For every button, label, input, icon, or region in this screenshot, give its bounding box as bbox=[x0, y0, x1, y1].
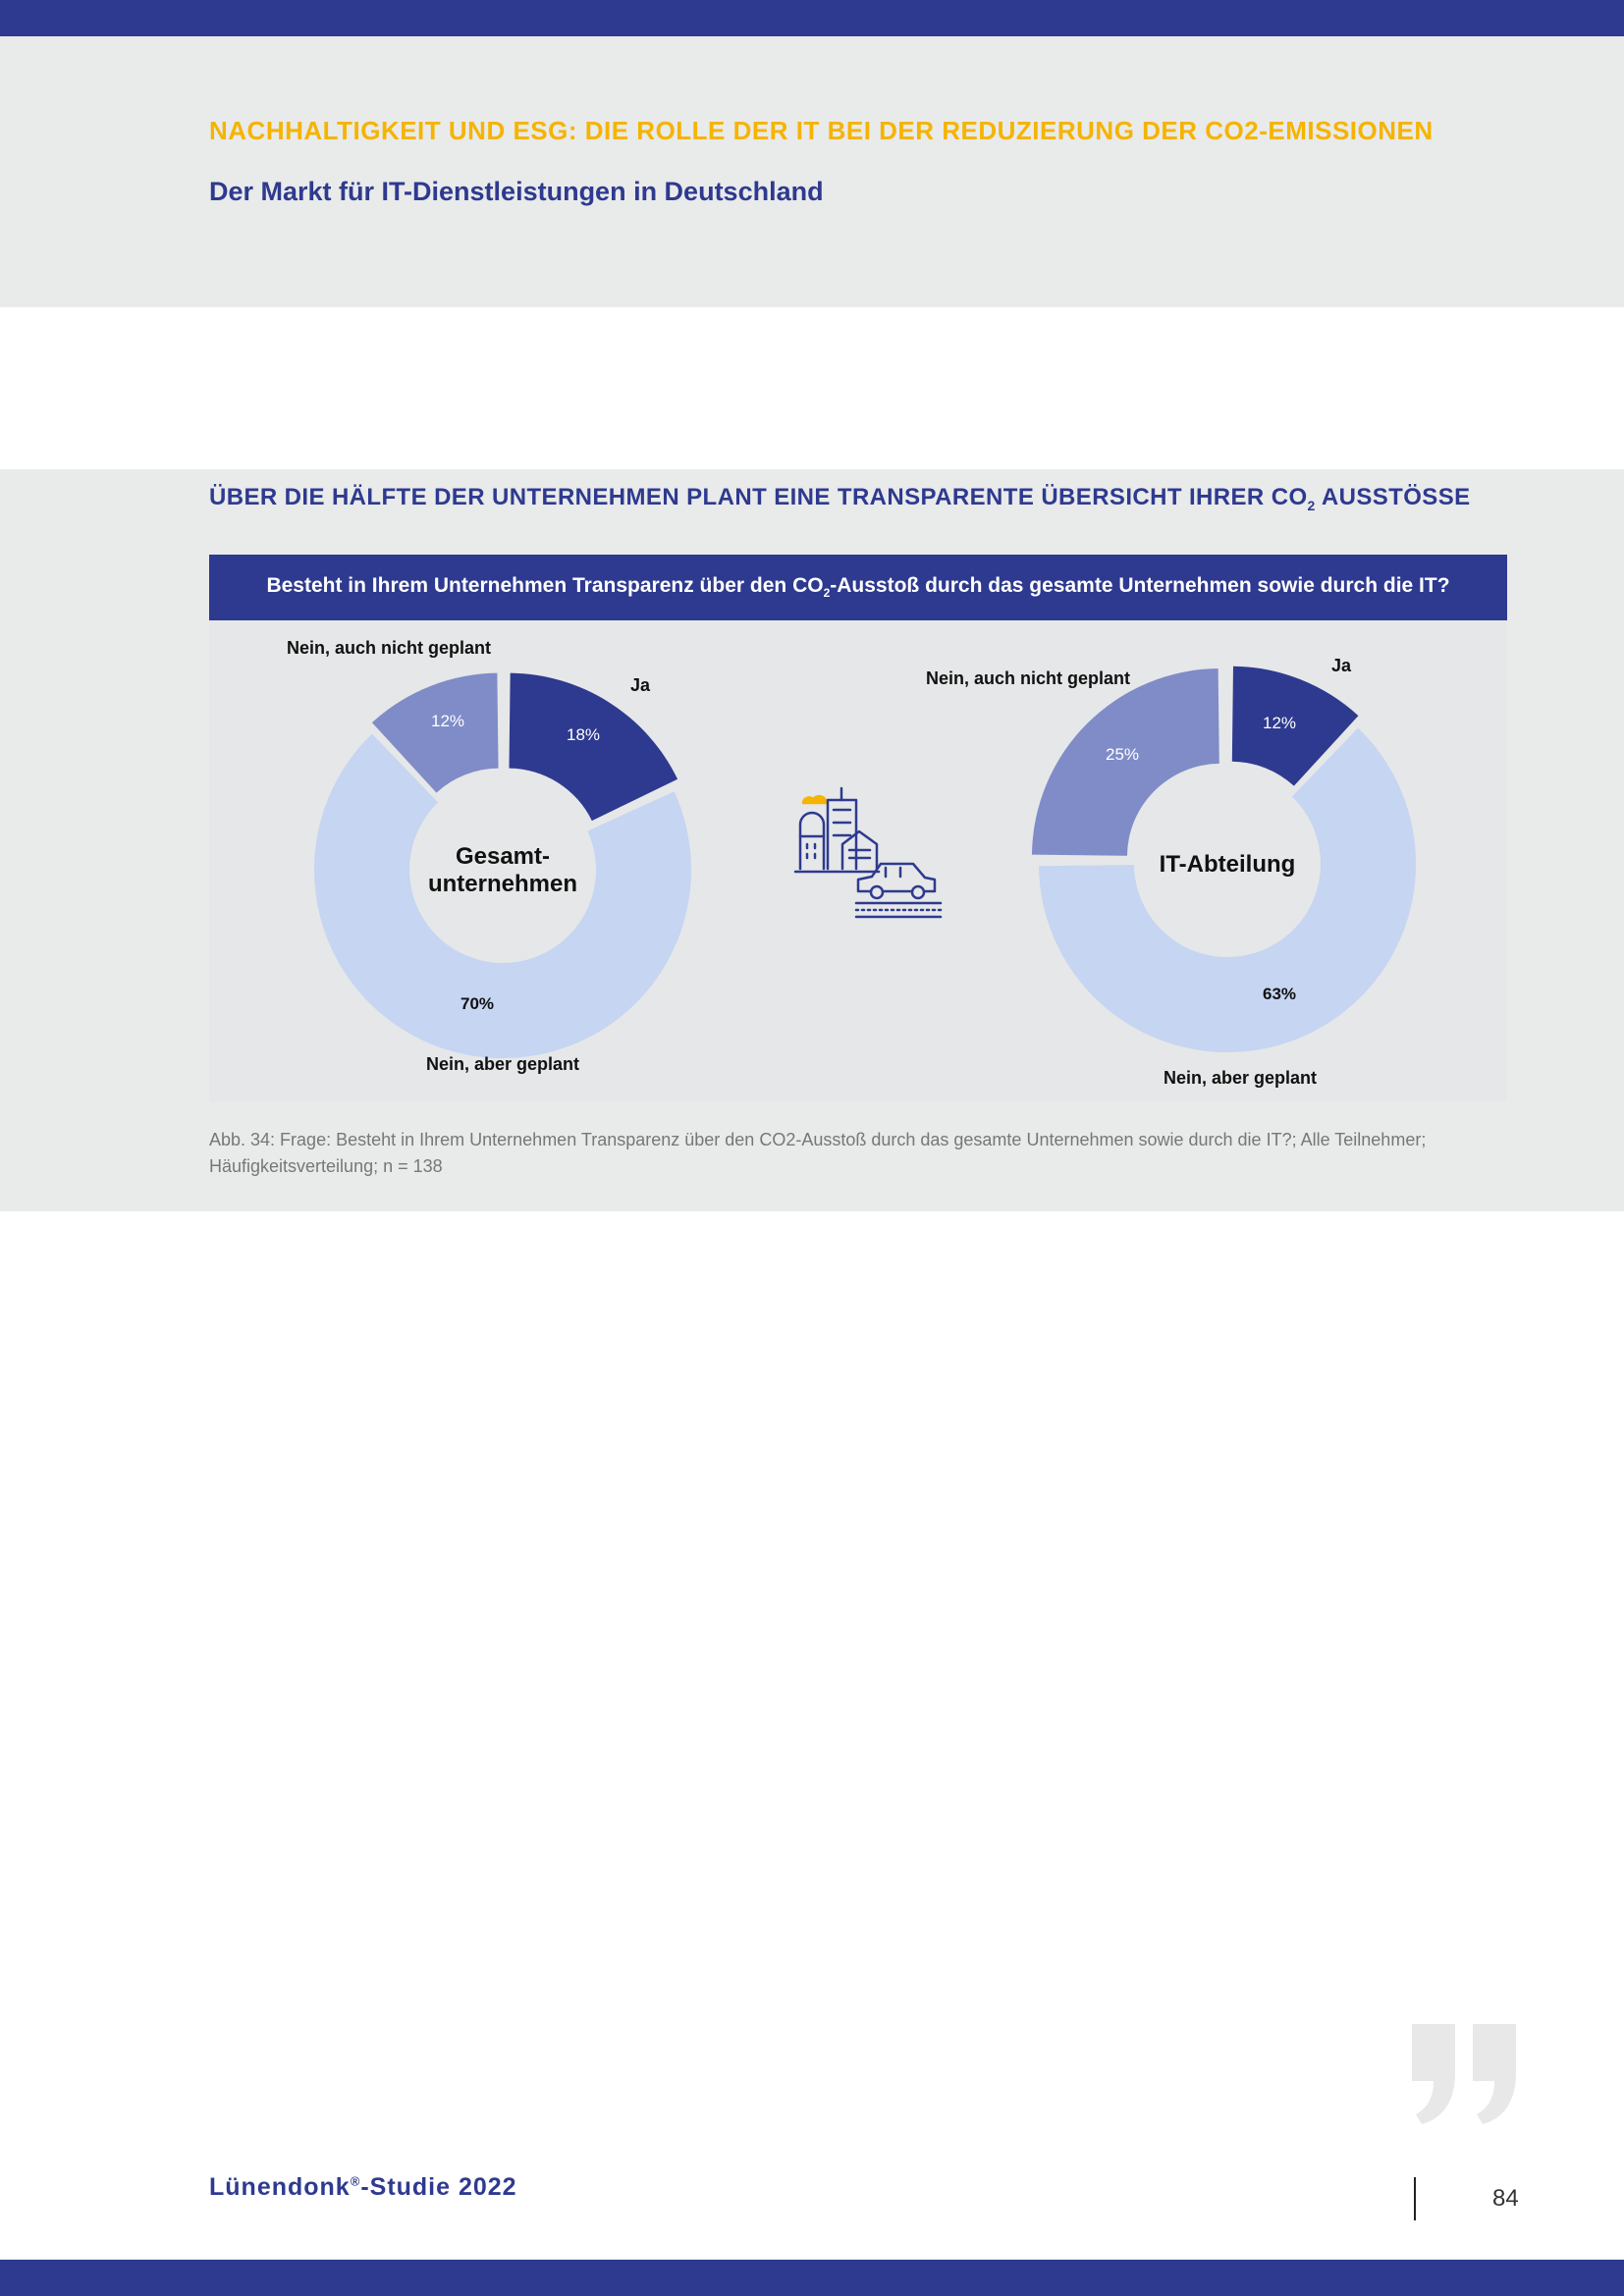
footer-divider bbox=[1414, 2177, 1416, 2220]
value-label-gesamtunternehmen-1: 70% bbox=[460, 994, 494, 1013]
center-title-gesamtunternehmen-1: unternehmen bbox=[428, 871, 577, 897]
category-label-gesamtunternehmen-2: Nein, auch nicht geplant bbox=[287, 638, 491, 658]
slice-gesamtunternehmen-1 bbox=[313, 733, 691, 1058]
top-bar bbox=[0, 0, 1624, 36]
category-label-it-abteilung-1: Nein, aber geplant bbox=[1164, 1068, 1317, 1088]
question-bar: Besteht in Ihrem Unternehmen Transparenz… bbox=[209, 555, 1507, 620]
center-title-it-abteilung-0: IT-Abteilung bbox=[1160, 851, 1296, 878]
section-label: NACHHALTIGKEIT UND ESG: DIE ROLLE DER IT… bbox=[209, 116, 1434, 145]
page-number: 84 bbox=[1492, 2185, 1519, 2212]
chart-heading: ÜBER DIE HÄLFTE DER UNTERNEHMEN PLANT EI… bbox=[209, 484, 1471, 513]
value-label-it-abteilung-1: 63% bbox=[1263, 985, 1296, 1003]
value-label-it-abteilung-2: 25% bbox=[1106, 745, 1139, 764]
value-label-gesamtunternehmen-2: 12% bbox=[431, 712, 464, 730]
slice-it-abteilung-1 bbox=[1039, 727, 1416, 1052]
section-subtitle: Der Markt für IT-Dienstleistungen in Deu… bbox=[209, 177, 824, 206]
city-car-icon bbox=[793, 786, 943, 919]
value-label-gesamtunternehmen-0: 18% bbox=[567, 725, 600, 744]
figure-caption: Abb. 34: Frage: Besteht in Ihrem Unterne… bbox=[209, 1130, 1427, 1176]
category-label-gesamtunternehmen-1: Nein, aber geplant bbox=[426, 1054, 579, 1074]
quote-mark-icon bbox=[1412, 2024, 1516, 2124]
footer-brand: Lünendonk®-Studie 2022 bbox=[209, 2173, 517, 2201]
slice-it-abteilung-2 bbox=[1031, 667, 1219, 856]
slice-it-abteilung-0 bbox=[1231, 666, 1359, 786]
category-label-it-abteilung-0: Ja bbox=[1331, 656, 1352, 675]
category-label-it-abteilung-2: Nein, auch nicht geplant bbox=[926, 668, 1130, 688]
category-label-gesamtunternehmen-0: Ja bbox=[630, 675, 651, 695]
header-band bbox=[0, 36, 1624, 307]
bottom-bar bbox=[0, 2260, 1624, 2296]
value-label-it-abteilung-0: 12% bbox=[1263, 714, 1296, 732]
slice-gesamtunternehmen-2 bbox=[371, 672, 499, 793]
slice-gesamtunternehmen-0 bbox=[509, 672, 678, 822]
center-title-gesamtunternehmen-0: Gesamt- bbox=[456, 843, 550, 870]
